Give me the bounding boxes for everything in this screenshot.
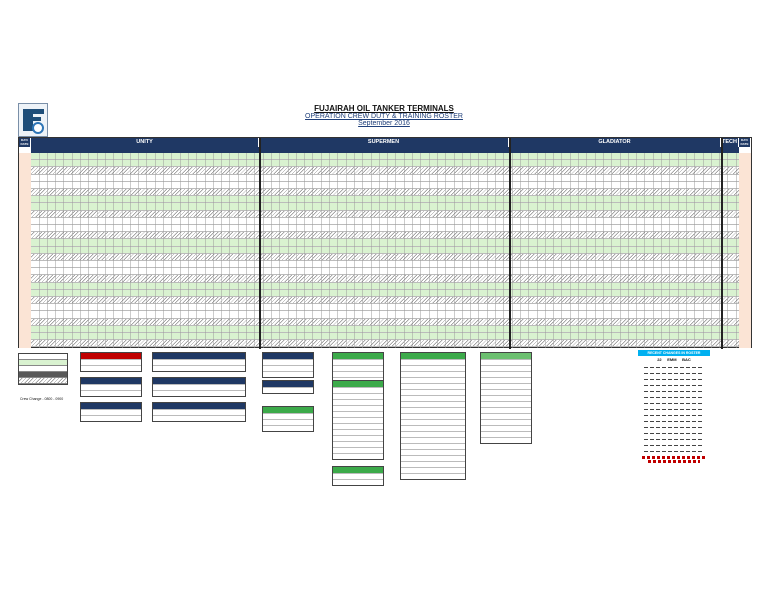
contact-box	[332, 352, 384, 384]
document-header: FUJAIRAH OIL TANKER TERMINALS OPERATION …	[0, 104, 768, 127]
team-separator	[259, 138, 261, 349]
crew-change-note: Crew Change - 0800 - 0900	[20, 397, 64, 401]
roster-row	[31, 203, 739, 211]
contact-box	[262, 406, 314, 432]
roster-row	[31, 275, 739, 283]
roster-row	[31, 181, 739, 189]
roster-row	[31, 282, 739, 290]
team-separator	[509, 138, 511, 349]
team-separator	[721, 138, 723, 349]
roster-row	[31, 304, 739, 312]
roster-row	[31, 167, 739, 175]
company-logo	[18, 103, 48, 137]
roster-row	[31, 318, 739, 326]
roster-subtitle: OPERATION CREW DUTY & TRAINING ROSTER	[305, 113, 463, 120]
team-supermen-header: SUPERMEN	[259, 138, 509, 147]
team-tech-header: TECH	[721, 138, 739, 147]
contact-box	[80, 402, 142, 422]
contact-box	[152, 402, 246, 422]
contact-box	[262, 352, 314, 378]
day-date-header-right: DAY/ DATE	[739, 138, 751, 147]
contact-box	[80, 352, 142, 372]
roster-table: DAY/ DATE UNITY SUPERMEN GLADIATOR TECH …	[18, 137, 752, 349]
recent-changes-columns: 22 EMM BAC	[657, 357, 691, 362]
roster-grid	[19, 153, 751, 348]
roster-row	[31, 217, 739, 225]
date-column-right	[739, 153, 751, 348]
roster-row	[31, 253, 739, 261]
recent-changes-panel: RECENT CHANGES IN ROSTER 22 EMM BAC	[638, 350, 710, 454]
contact-box	[152, 352, 246, 372]
roster-row	[31, 232, 739, 240]
roster-row	[31, 196, 739, 204]
roster-row	[31, 160, 739, 168]
contact-box	[332, 466, 384, 486]
roster-row	[31, 289, 739, 297]
recent-changes-title: RECENT CHANGES IN ROSTER	[638, 350, 710, 356]
roster-row	[31, 153, 739, 161]
roster-row	[31, 261, 739, 269]
crew-member-header-row	[31, 147, 739, 153]
roster-row	[31, 210, 739, 218]
contact-box	[480, 352, 532, 444]
roster-row	[31, 189, 739, 197]
contact-box	[262, 380, 314, 394]
roster-row	[31, 268, 739, 276]
day-date-header-left: DAY/ DATE	[19, 138, 31, 147]
shift-legend	[18, 353, 68, 385]
contact-box	[332, 380, 384, 460]
roster-row	[31, 239, 739, 247]
team-unity-header: UNITY	[31, 138, 259, 147]
contact-box	[152, 377, 246, 397]
roster-row	[31, 297, 739, 305]
roster-row	[31, 325, 739, 333]
roster-footnote	[638, 455, 710, 464]
company-title: FUJAIRAH OIL TANKER TERMINALS	[314, 104, 454, 113]
date-column-left	[19, 153, 31, 348]
contact-box	[400, 352, 466, 480]
roster-period: September 2016	[358, 120, 410, 127]
roster-row	[31, 311, 739, 319]
roster-row	[31, 225, 739, 233]
contact-box	[80, 377, 142, 397]
roster-row	[31, 333, 739, 341]
team-gladiator-header: GLADIATOR	[509, 138, 721, 147]
roster-row	[31, 174, 739, 182]
roster-row	[31, 340, 739, 348]
roster-row	[31, 246, 739, 254]
